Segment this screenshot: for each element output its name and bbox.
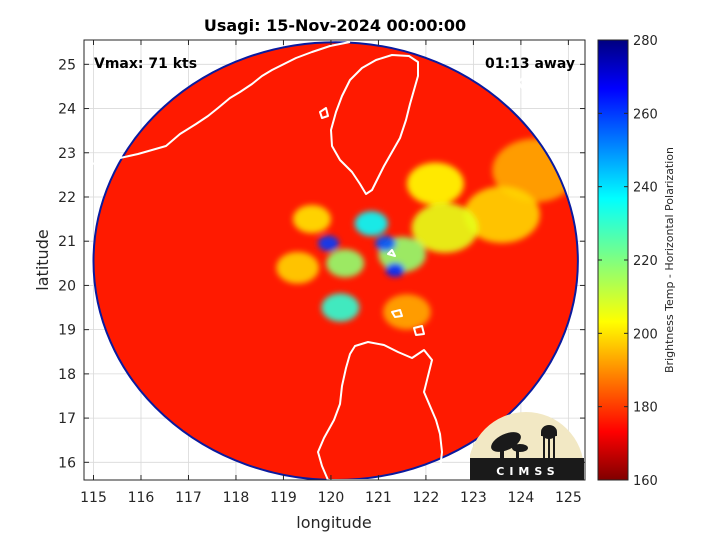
x-tick-label: 121 [365, 490, 392, 506]
x-axis-ticks: 115 116 117 118 119 120 121 122 123 124 125 [80, 40, 582, 506]
logo-water-tower-icon [541, 425, 557, 458]
storm-feature [326, 249, 365, 278]
x-tick-label: 119 [270, 490, 297, 506]
swath-edge [92, 41, 579, 480]
y-tick-label: 18 [58, 367, 76, 383]
x-tick-label: 120 [318, 490, 345, 506]
storm-feature [406, 162, 464, 205]
storm-feature [354, 211, 388, 236]
coastlines [84, 41, 529, 480]
x-tick-label: 117 [175, 490, 202, 506]
storm-feature [321, 293, 360, 322]
colorbar-ticks: 160 180 200 220 240 260 280 [598, 34, 658, 489]
colorbar-tick-label: 180 [633, 401, 658, 416]
x-tick-label: 122 [413, 490, 440, 506]
colorbar-label: Brightness Temp - Horizontal Polarizatio… [663, 147, 676, 373]
storm-feature [411, 203, 479, 253]
storm-feature [385, 262, 405, 278]
x-axis-label: longitude [296, 513, 371, 532]
axes-frame [83, 39, 586, 481]
storm-feature [383, 294, 431, 330]
logo-ground [470, 458, 584, 480]
y-tick-label: 19 [58, 323, 76, 339]
storm-feature [375, 235, 396, 252]
y-tick-label: 23 [58, 146, 76, 162]
colorbar-tick-label: 220 [633, 254, 658, 269]
colorbar-tick-label: 160 [633, 474, 658, 489]
china-coastline [84, 41, 351, 169]
storm-feature [276, 251, 320, 284]
luzon-coastline [317, 341, 443, 480]
colorbar-tick-label: 200 [633, 327, 658, 342]
island-babuyan-2 [413, 325, 425, 336]
colorbar-tick-label: 260 [633, 107, 658, 122]
y-tick-label: 20 [58, 278, 76, 294]
x-tick-label: 123 [460, 490, 487, 506]
logo-text: CIMSS [496, 465, 559, 478]
y-axis-label: latitude [33, 229, 52, 290]
island-babuyan-1 [391, 309, 403, 318]
x-tick-label: 116 [128, 490, 155, 506]
logo-satellite-dish-icon [491, 432, 528, 458]
x-tick-label: 115 [80, 490, 107, 506]
x-tick-label: 118 [223, 490, 250, 506]
chart-title: Usagi: 15-Nov-2024 00:00:00 [204, 16, 466, 35]
storm-feature [463, 186, 540, 243]
x-tick-label: 125 [555, 490, 582, 506]
y-tick-label: 24 [58, 102, 76, 118]
island-east-taiwan-1 [499, 89, 513, 100]
colorbar-tick-label: 280 [633, 34, 658, 49]
y-tick-label: 16 [58, 455, 76, 471]
island-east-taiwan-2 [518, 75, 529, 89]
island-batanes [387, 249, 396, 257]
storm-feature [318, 235, 340, 252]
y-tick-label: 17 [58, 411, 76, 427]
colorbar-tick-label: 240 [633, 181, 658, 196]
storm-feature [292, 204, 331, 234]
y-tick-label: 25 [58, 57, 76, 73]
taiwan-coastline [330, 54, 419, 195]
x-tick-label: 124 [508, 490, 535, 506]
y-tick-label: 21 [58, 234, 76, 250]
time-away-annotation: 01:13 away [485, 56, 575, 72]
y-tick-label: 22 [58, 190, 76, 206]
island-penghu [319, 107, 329, 119]
cimss-logo: CIMSS [470, 412, 584, 480]
vmax-annotation: Vmax: 71 kts [94, 56, 197, 72]
y-axis-ticks: 16 17 18 19 20 21 22 23 24 25 [58, 57, 585, 471]
colorbar [597, 39, 629, 481]
